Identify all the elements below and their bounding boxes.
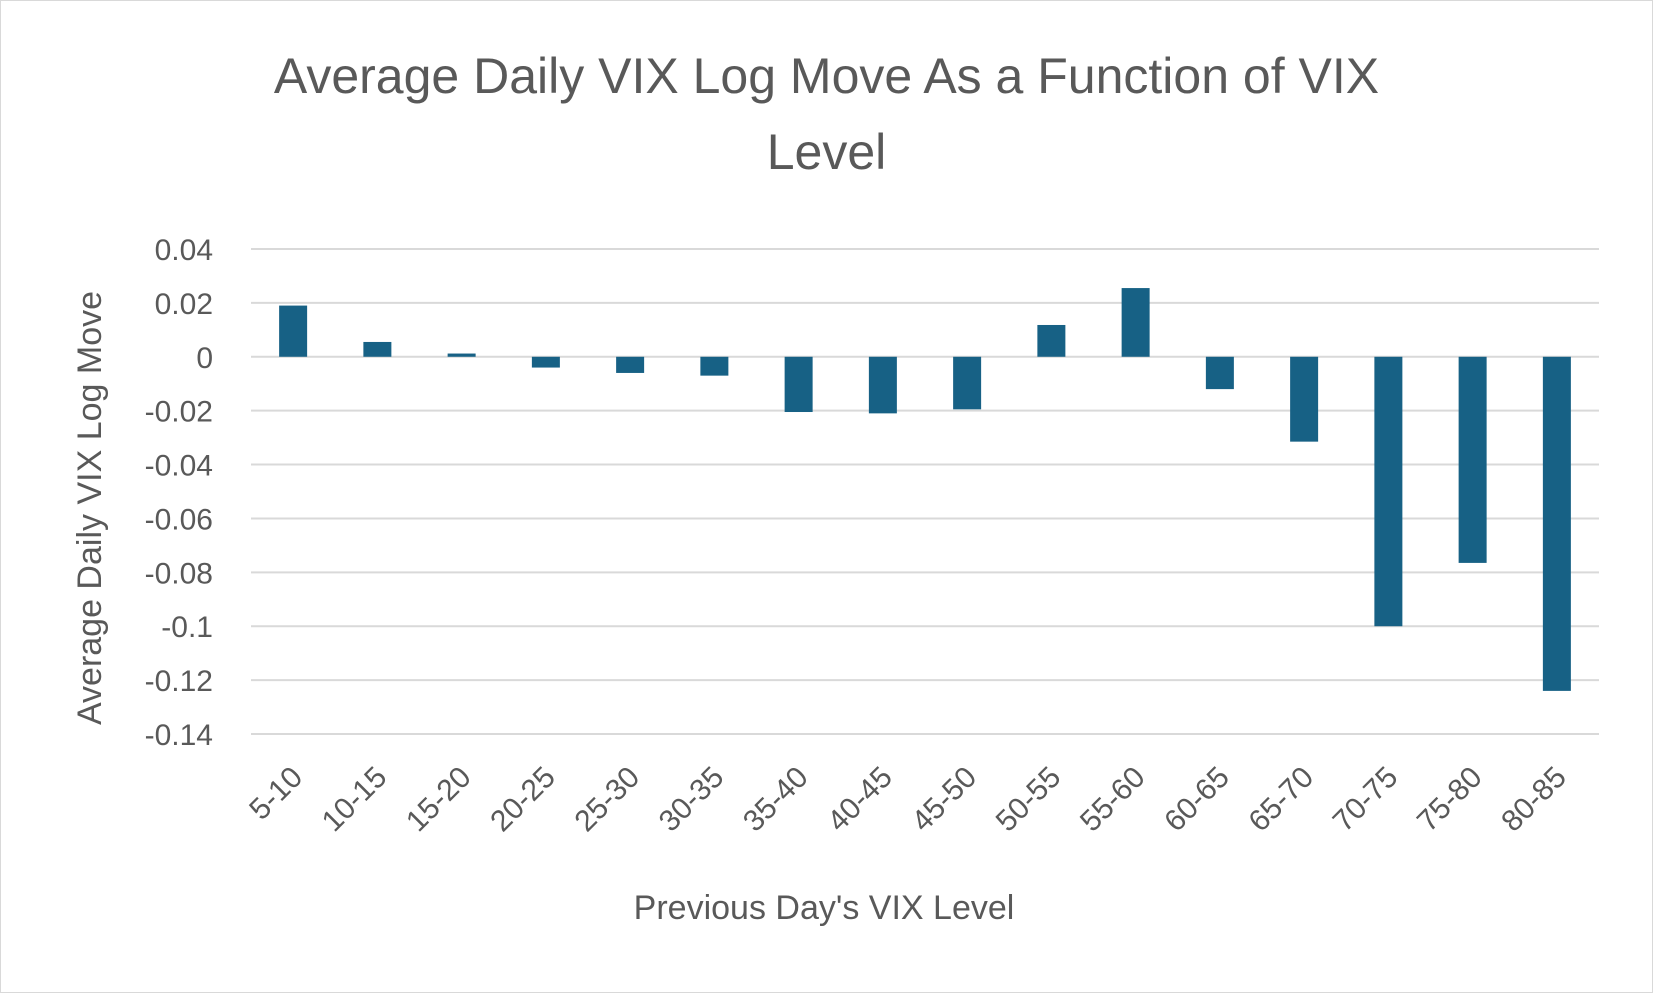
- bar-80-85: [1542, 356, 1571, 691]
- bars: [279, 288, 1571, 691]
- bar-25-30: [616, 356, 645, 373]
- x-tick-label: 70-75: [1327, 761, 1405, 839]
- y-axis-title: Average Daily VIX Log Move: [71, 291, 109, 725]
- x-tick-label: 45-50: [905, 761, 983, 839]
- x-tick-label: 15-20: [400, 761, 478, 839]
- x-tick-label: 35-40: [737, 761, 815, 839]
- bar-15-20: [447, 353, 476, 357]
- x-tick-label: 5-10: [243, 761, 309, 827]
- gridlines: [251, 248, 1599, 735]
- bar-45-50: [953, 356, 982, 410]
- x-tick-label: 65-70: [1242, 761, 1320, 839]
- y-tick-label: -0.02: [145, 396, 213, 429]
- bar-20-25: [531, 356, 560, 368]
- chart-title-line-1: Average Daily VIX Log Move As a Function…: [273, 48, 1380, 104]
- bar-5-10: [279, 305, 308, 357]
- x-tick-label: 40-45: [821, 761, 899, 839]
- bar-40-45: [868, 356, 897, 414]
- y-tick-label: 0: [196, 342, 213, 375]
- y-tick-label: 0.02: [155, 288, 213, 321]
- x-axis-title: Previous Day's VIX Level: [634, 889, 1015, 927]
- x-tick-label: 50-55: [990, 761, 1068, 839]
- y-tick-label: -0.06: [145, 503, 213, 536]
- bar-65-70: [1290, 356, 1319, 442]
- y-tick-label: -0.04: [145, 450, 213, 483]
- bar-30-35: [700, 356, 729, 376]
- bar-70-75: [1374, 356, 1403, 627]
- bar-55-60: [1121, 288, 1150, 357]
- y-tick-label: -0.14: [145, 719, 213, 752]
- x-tick-label: 20-25: [484, 761, 562, 839]
- x-tick-label: 75-80: [1411, 761, 1489, 839]
- y-tick-label: -0.1: [161, 611, 213, 644]
- y-tick-label: -0.12: [145, 665, 213, 698]
- x-axis-tick-labels: 5-10 10-15 15-20 20-25 25-30 30-35 35-40 40-45 4…: [243, 761, 1573, 839]
- x-tick-label: 55-60: [1074, 761, 1152, 839]
- x-tick-label: 25-30: [568, 761, 646, 839]
- bar-35-40: [784, 356, 813, 413]
- y-axis-tick-labels: 0.04 0.02 0 -0.02 -0.04 -0.06 -0.08 -0.1 -0.12 -0…: [145, 234, 213, 752]
- x-tick-label: 80-85: [1495, 761, 1573, 839]
- bar-10-15: [363, 341, 392, 357]
- x-tick-label: 30-35: [653, 761, 731, 839]
- y-tick-label: -0.08: [145, 557, 213, 590]
- bar-60-65: [1205, 356, 1234, 390]
- bar-50-55: [1037, 324, 1066, 357]
- chart-title-line-2: Level: [766, 124, 887, 180]
- chart-title: Average Daily VIX Log Move As a Function…: [0, 38, 1653, 190]
- x-tick-label: 10-15: [316, 761, 394, 839]
- y-tick-label: 0.04: [155, 234, 213, 267]
- x-tick-label: 60-65: [1158, 761, 1236, 839]
- bar-75-80: [1458, 356, 1487, 563]
